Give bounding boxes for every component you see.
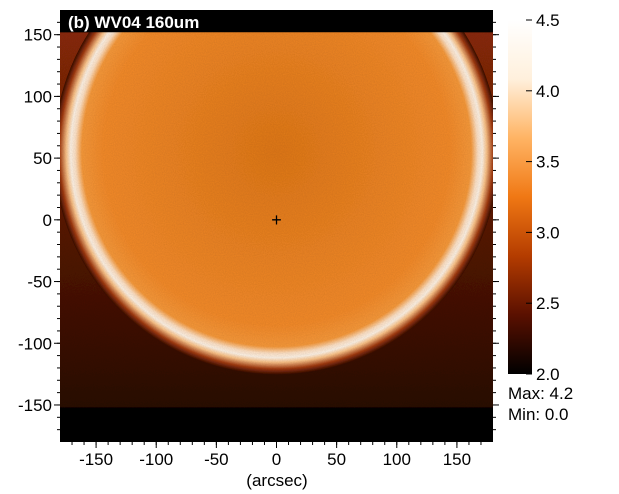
colorbar-bar bbox=[508, 20, 532, 374]
colorbar-tick-label: 3.5 bbox=[536, 153, 560, 172]
y-tick-label: 100 bbox=[24, 87, 52, 106]
center-marker: + bbox=[271, 210, 282, 230]
y-tick-label: 0 bbox=[43, 211, 52, 230]
x-tick-label: 150 bbox=[443, 450, 471, 469]
max-label: Max: 4.2 bbox=[508, 384, 573, 403]
min-label: Min: 0.0 bbox=[508, 405, 568, 424]
x-tick-label: -150 bbox=[79, 450, 113, 469]
colorbar-tick-label: 2.0 bbox=[536, 365, 560, 384]
y-axis: 150 100 50 0 -50 -100 -150 bbox=[18, 21, 499, 431]
colorbar-tick-label: 3.0 bbox=[536, 223, 560, 242]
x-tick-label: -50 bbox=[204, 450, 229, 469]
x-tick-label: 0 bbox=[272, 450, 281, 469]
y-tick-label: -50 bbox=[27, 273, 52, 292]
x-tick-label: -100 bbox=[139, 450, 173, 469]
y-tick-label: 150 bbox=[24, 26, 52, 45]
x-axis-label: (arcsec) bbox=[246, 471, 307, 490]
colorbar-ticks: 4.5 4.0 3.5 3.0 2.5 2.0 bbox=[526, 11, 560, 384]
x-tick-label: 100 bbox=[383, 450, 411, 469]
limb-ring bbox=[60, 32, 493, 375]
panel-title: (b) WV04 160um bbox=[68, 13, 199, 32]
x-axis: -150 -100 -50 0 50 100 150 bbox=[71, 442, 482, 469]
y-tick-label: 50 bbox=[33, 149, 52, 168]
image-panel: (b) WV04 160um + bbox=[60, 10, 493, 442]
colorbar: 4.5 4.0 3.5 3.0 2.5 2.0 bbox=[508, 11, 560, 384]
colorbar-tick-label: 2.5 bbox=[536, 294, 560, 313]
x-tick-label: 50 bbox=[327, 450, 346, 469]
image-data bbox=[60, 32, 493, 408]
y-tick-label: -100 bbox=[18, 334, 52, 353]
colorbar-tick-label: 4.5 bbox=[536, 11, 560, 30]
colorbar-tick-label: 4.0 bbox=[536, 82, 560, 101]
y-tick-label: -150 bbox=[18, 396, 52, 415]
